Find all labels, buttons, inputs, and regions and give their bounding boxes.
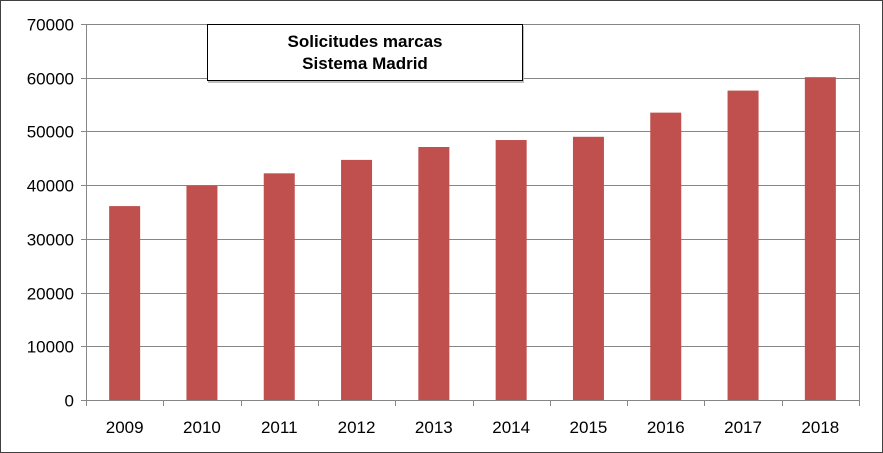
x-tick-label: 2017 — [724, 418, 762, 437]
x-tick-label: 2012 — [338, 418, 376, 437]
x-tick-label: 2016 — [647, 418, 685, 437]
y-tick-label: 10000 — [27, 338, 74, 357]
bar-2010 — [186, 185, 218, 400]
bar-2011 — [263, 173, 295, 400]
y-tick-label: 20000 — [27, 285, 74, 304]
x-tick-label: 2010 — [183, 418, 221, 437]
y-tick-label: 70000 — [27, 16, 74, 35]
bar-2017 — [727, 90, 759, 400]
x-tick-label: 2014 — [492, 418, 530, 437]
y-tick-label: 60000 — [27, 70, 74, 89]
bar-2012 — [341, 159, 373, 400]
chart-title-line-1: Solicitudes marcas — [287, 31, 443, 51]
x-tick-label: 2009 — [106, 418, 144, 437]
x-tick-label: 2015 — [570, 418, 608, 437]
chart-title-line-2: Sistema Madrid — [302, 53, 428, 73]
y-tick-labels: 0 10000 20000 30000 40000 50000 60000 70000 — [27, 16, 74, 411]
bar-2014 — [495, 140, 527, 400]
y-tick-label: 40000 — [27, 177, 74, 196]
x-tick-label: 2018 — [801, 418, 839, 437]
bar-2009 — [109, 206, 141, 400]
bar-2016 — [650, 112, 682, 400]
bars — [109, 77, 836, 401]
y-tick-label: 0 — [65, 392, 74, 411]
y-tick-label: 50000 — [27, 123, 74, 142]
x-tick-label: 2013 — [415, 418, 453, 437]
axes — [81, 24, 860, 406]
x-tick-labels: 2009 2010 2011 2012 2013 2014 2015 2016 2017 2018 — [106, 418, 840, 437]
bar-2013 — [418, 147, 450, 400]
chart-title: Solicitudes marcas Sistema Madrid — [207, 24, 523, 81]
y-tick-label: 30000 — [27, 231, 74, 250]
x-tick-label: 2011 — [261, 418, 298, 437]
bar-2015 — [572, 136, 604, 401]
bar-2018 — [804, 77, 836, 401]
